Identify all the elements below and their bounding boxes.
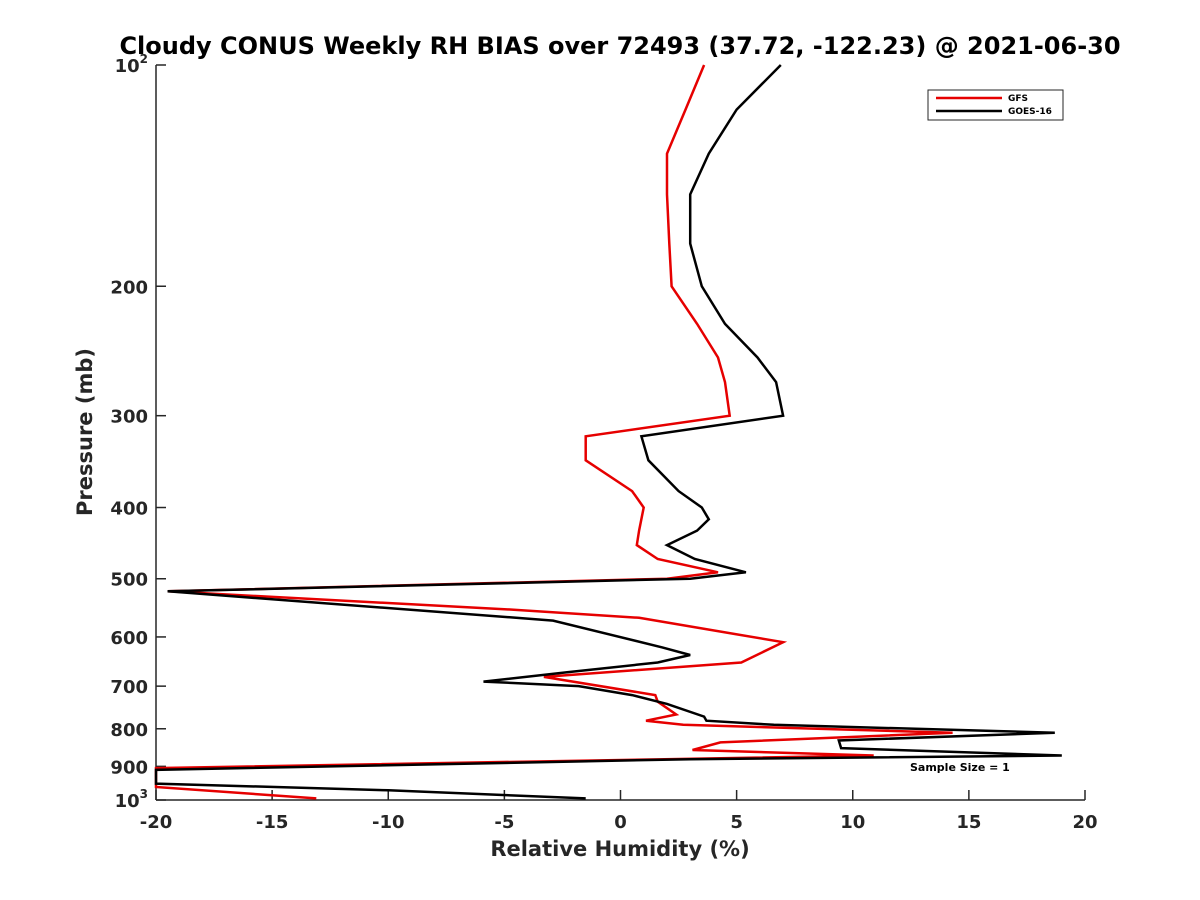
y-tick-label: 102	[115, 52, 148, 77]
sample-size-annotation: Sample Size = 1	[910, 761, 1010, 774]
legend-label-goes-16: GOES-16	[1008, 107, 1052, 117]
y-tick-label: 600	[110, 628, 148, 649]
x-tick-label: -5	[494, 812, 514, 833]
y-tick-label: 103	[115, 787, 148, 812]
chart-title: Cloudy CONUS Weekly RH BIAS over 72493 (…	[119, 32, 1120, 60]
y-tick-label: 900	[110, 757, 148, 778]
legend: GFS GOES-16	[927, 89, 1064, 121]
y-tick-label: 500	[110, 570, 148, 591]
x-tick-label: -20	[140, 812, 173, 833]
legend-item-gfs: GFS	[936, 94, 1028, 104]
x-axis-label: Relative Humidity (%)	[490, 837, 749, 861]
x-tick-label: 10	[840, 812, 865, 833]
y-tick-label: 800	[110, 720, 148, 741]
legend-item-goes-16: GOES-16	[936, 107, 1052, 117]
x-tick-label: 0	[614, 812, 627, 833]
y-tick-label: 400	[110, 499, 148, 520]
y-tick-label: 700	[110, 677, 148, 698]
x-tick-label: 5	[730, 812, 743, 833]
x-tick-label: -10	[372, 812, 405, 833]
series-line-gfs	[154, 64, 953, 800]
legend-label-gfs: GFS	[1008, 94, 1028, 104]
y-axis: 102 200 300 400 500 600 700 800 900 103	[110, 52, 166, 812]
series-line-goes-16	[154, 64, 1062, 800]
y-tick-label: 300	[110, 407, 148, 428]
y-tick-label: 200	[110, 277, 148, 298]
legend-box	[927, 89, 1064, 121]
x-tick-label: -15	[256, 812, 289, 833]
x-tick-label: 20	[1072, 812, 1097, 833]
x-axis: -20 -15 -10 -5 0 5 10 15 20	[140, 790, 1098, 833]
series-layer	[154, 64, 1062, 800]
x-tick-label: 15	[956, 812, 981, 833]
y-axis-label: Pressure (mb)	[73, 348, 97, 516]
